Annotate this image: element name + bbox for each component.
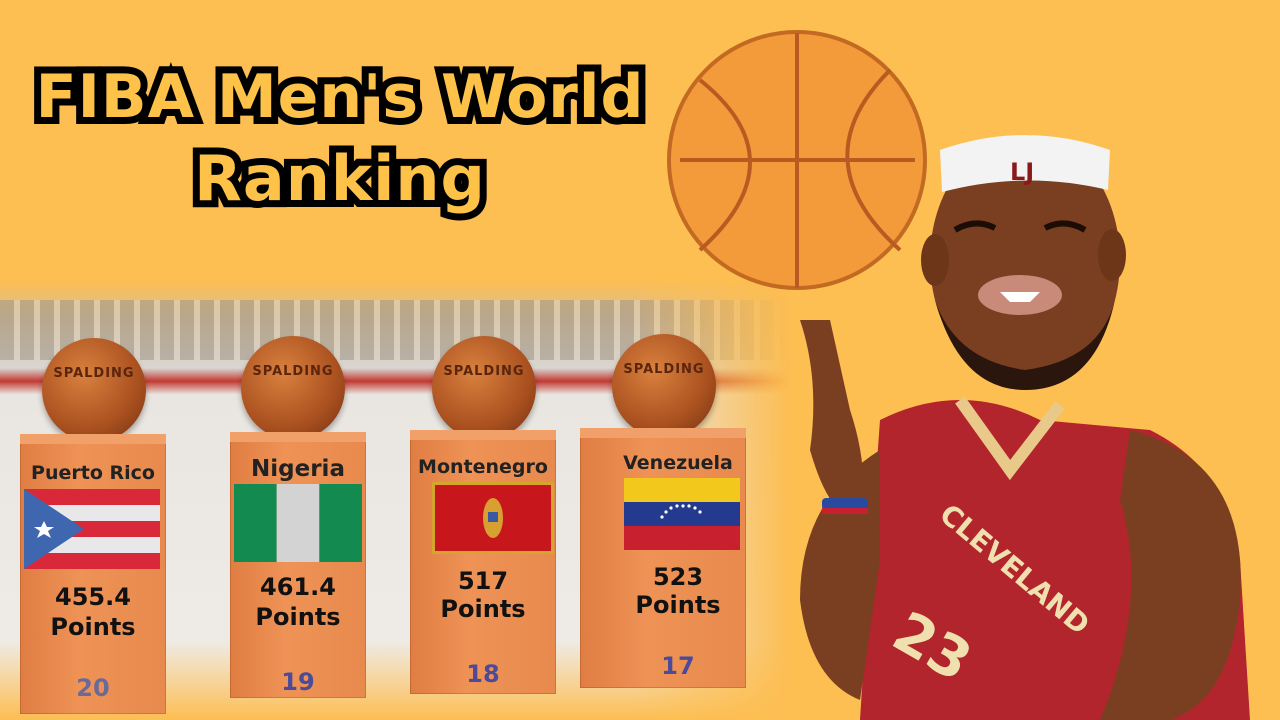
spinning-basketball-icon [667,30,927,290]
points-label: Points [255,603,341,631]
points-value: 517 [457,567,509,595]
points-value: 461.4 [260,573,336,601]
montenegro-flag [432,482,554,554]
cartoon-player-illustration: LJ CLEVELAND 23 [667,30,1250,720]
venezuela-flag [624,478,740,550]
ranking-pillar: Puerto Rico 455.4 Points 20 [20,434,166,714]
ranking-pillar: Venezuela 523 Points 17 [580,428,746,688]
country-name: Venezuela [623,452,733,474]
title-line-1: FIBA Men's World [29,55,651,139]
nigeria-flag [234,484,362,562]
title-line-2: Ranking [187,135,492,222]
basketball-icon: SPALDING [432,336,536,440]
points-value: 455.4 [55,583,131,611]
rank-number: 19 [281,668,315,696]
points-label: Points [440,595,526,623]
basketball-icon: SPALDING [241,336,345,440]
ranking-pillar: Montenegro 517 Points 18 [410,430,556,694]
points-value: 523 [652,563,704,591]
country-name: Nigeria [251,456,345,482]
rank-number: 17 [661,652,695,680]
points-label: Points [635,591,721,619]
ranking-pillar: Nigeria 461.4 Points 19 [230,432,366,698]
country-name: Montenegro [418,456,548,478]
headband-logo: LJ [1010,158,1034,186]
puerto-rico-flag [24,489,160,569]
country-name: Puerto Rico [31,462,155,484]
rank-number: 20 [76,674,110,702]
basketball-icon: SPALDING [612,334,716,438]
basketball-icon: SPALDING [42,338,146,442]
rank-number: 18 [466,660,500,688]
points-label: Points [50,613,136,641]
